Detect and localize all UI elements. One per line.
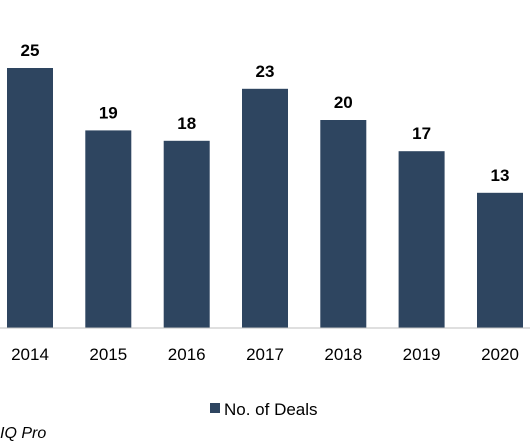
bar-2015 — [85, 130, 132, 328]
bar-2017 — [242, 88, 288, 328]
bar-2020 — [477, 192, 523, 328]
bar-2014 — [7, 68, 53, 328]
value-labels-group: 25 19 18 23 20 17 13 — [21, 41, 510, 185]
value-label-2016: 18 — [177, 114, 196, 133]
value-label-2017: 23 — [256, 62, 275, 81]
legend: No. of Deals — [210, 400, 318, 419]
x-tick-label-2015: 2015 — [89, 345, 127, 364]
value-label-2019: 17 — [412, 124, 431, 143]
x-tick-label-2018: 2018 — [324, 345, 362, 364]
bar-2016 — [163, 140, 210, 328]
legend-swatch — [210, 403, 220, 413]
x-tick-label-2014: 2014 — [11, 345, 49, 364]
bar-2019 — [398, 151, 445, 328]
source-text: IQ Pro — [0, 425, 46, 442]
bar-2018 — [320, 120, 367, 328]
x-tick-label-2017: 2017 — [246, 345, 284, 364]
value-label-2015: 19 — [99, 103, 118, 122]
x-tick-labels-group: 2014 2015 2016 2017 2018 2019 2020 — [11, 345, 519, 364]
x-tick-label-2019: 2019 — [403, 345, 441, 364]
legend-label: No. of Deals — [224, 400, 318, 419]
x-tick-label-2016: 2016 — [168, 345, 206, 364]
bars-group — [7, 68, 523, 328]
value-label-2018: 20 — [334, 93, 353, 112]
value-label-2020: 13 — [491, 166, 510, 185]
value-label-2014: 25 — [21, 41, 40, 60]
x-tick-label-2020: 2020 — [481, 345, 519, 364]
